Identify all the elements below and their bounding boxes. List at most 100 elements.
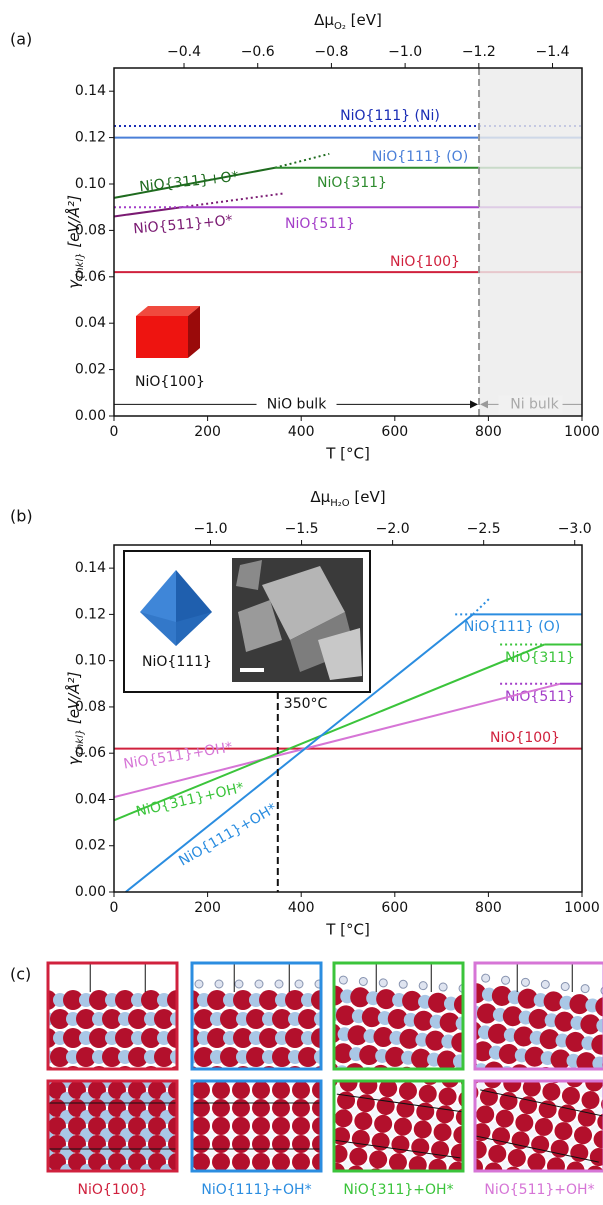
o-atom [144,1012,158,1026]
ni-atom [272,1153,290,1171]
region-label: NiO bulk [267,396,327,412]
y-axis-label: γ{hkl} [eV/Å²] [64,195,86,289]
ni-atom [503,1080,522,1093]
h-atom [559,1172,568,1181]
o-atom [288,1012,302,1026]
o-atom [118,1012,132,1026]
h-atom [595,1198,603,1205]
y-axis-label: γ{hkl} [eV/Å²] [64,671,86,765]
ni-atom [542,1082,561,1101]
h-atom [247,1113,255,1121]
chart-panel: (a) T [°C] ΔμO₂ [eV] γ{hkl} [eV/Å²] 0 200 400 6… [10,11,600,463]
h-atom [481,973,491,983]
ni-atom [28,1135,46,1153]
ni-atom [88,1117,106,1135]
ni-atom [68,1153,86,1171]
ni-atom [359,1045,380,1066]
y-tick-label: 0.02 [75,362,106,378]
ni-atom [439,1012,460,1033]
ni-atom [292,1135,310,1153]
ni-atom [576,1052,597,1070]
h-atom [492,1103,501,1112]
ni-atom [433,1123,452,1142]
x-tick-label: 1000 [564,424,600,440]
h-atom [512,1107,521,1116]
ni-atom [292,1153,310,1171]
ni-atom [513,1026,534,1047]
ni-atom [474,1041,494,1062]
x-axis-label: T [°C] [325,445,370,463]
y-tick-label: 0.04 [75,315,106,331]
ni-atom [495,1109,514,1128]
ni-atom [524,1046,545,1067]
image-frame [332,1079,465,1173]
h-atom [528,1129,537,1138]
ni-atom [272,1009,292,1029]
o-atom [131,993,145,1007]
ni-atom [437,1050,458,1070]
o-atom [262,1012,276,1026]
y-tick-label: 0.00 [75,408,106,424]
ni-atom [24,1009,44,1029]
h-atom [555,1098,564,1107]
ni-atom [220,1047,240,1067]
h-atom [247,1131,255,1139]
h-atom [438,982,448,992]
h-atom [227,1113,235,1121]
ni-atom [292,1081,310,1099]
ni-atom [252,1153,270,1171]
ni-atom [369,1150,388,1169]
ni-atom [488,1144,507,1163]
x-tick-label: 1000 [564,900,600,916]
h-atom [598,1181,603,1190]
ni-atom [399,1028,420,1049]
o-atom [180,1182,194,1196]
top-tick-label: −0.8 [314,44,348,60]
ni-atom [50,1009,70,1029]
ni-atom [128,1153,146,1171]
structure-image [24,962,178,1070]
h-atom [370,1109,379,1118]
h-atom [247,1149,255,1157]
h-atom [287,1131,295,1139]
ni-atom [316,1171,322,1172]
cell-line [480,1089,603,1118]
structure-caption: NiO{311}+OH* [343,1182,453,1198]
plot-frame [113,544,583,893]
o-atom [144,1050,158,1064]
o-atom [79,993,93,1007]
h-atom [348,1124,357,1133]
image-frame [46,1079,179,1173]
y-tick-label: 0.12 [75,130,106,146]
o-atom [301,1031,315,1045]
h-atom [444,1156,453,1165]
top-axis-label-part: [eV] [346,11,382,29]
ni-atom [474,1021,483,1042]
ni-atom [272,1117,290,1135]
x-axis-label: T [°C] [325,921,370,939]
ni-atom [376,989,397,1010]
ni-atom [507,1148,526,1167]
o-atom [210,1050,224,1064]
ni-atom [272,1099,290,1117]
o-atom [197,1031,211,1045]
ni-atom [48,1153,66,1171]
h-atom [227,1095,235,1103]
top-tick-label: −1.2 [462,44,496,60]
o-atom [249,1031,263,1045]
ni-atom [285,1028,305,1048]
o-atom [53,993,67,1007]
h-atom [454,1085,463,1094]
y-axis-label-part: γ [65,755,83,765]
o-atom [105,993,119,1007]
h-atom [294,979,304,989]
h-atom [477,1081,486,1090]
ni-atom [128,1047,148,1067]
h-atom [338,975,348,985]
h-atom [194,979,204,989]
ni-atom [574,1126,593,1145]
x-tick-label: 400 [288,424,315,440]
structure-caption: NiO{100} [78,1182,148,1198]
h-atom [586,1142,595,1151]
top-axis-label-part: Δμ [314,11,334,29]
